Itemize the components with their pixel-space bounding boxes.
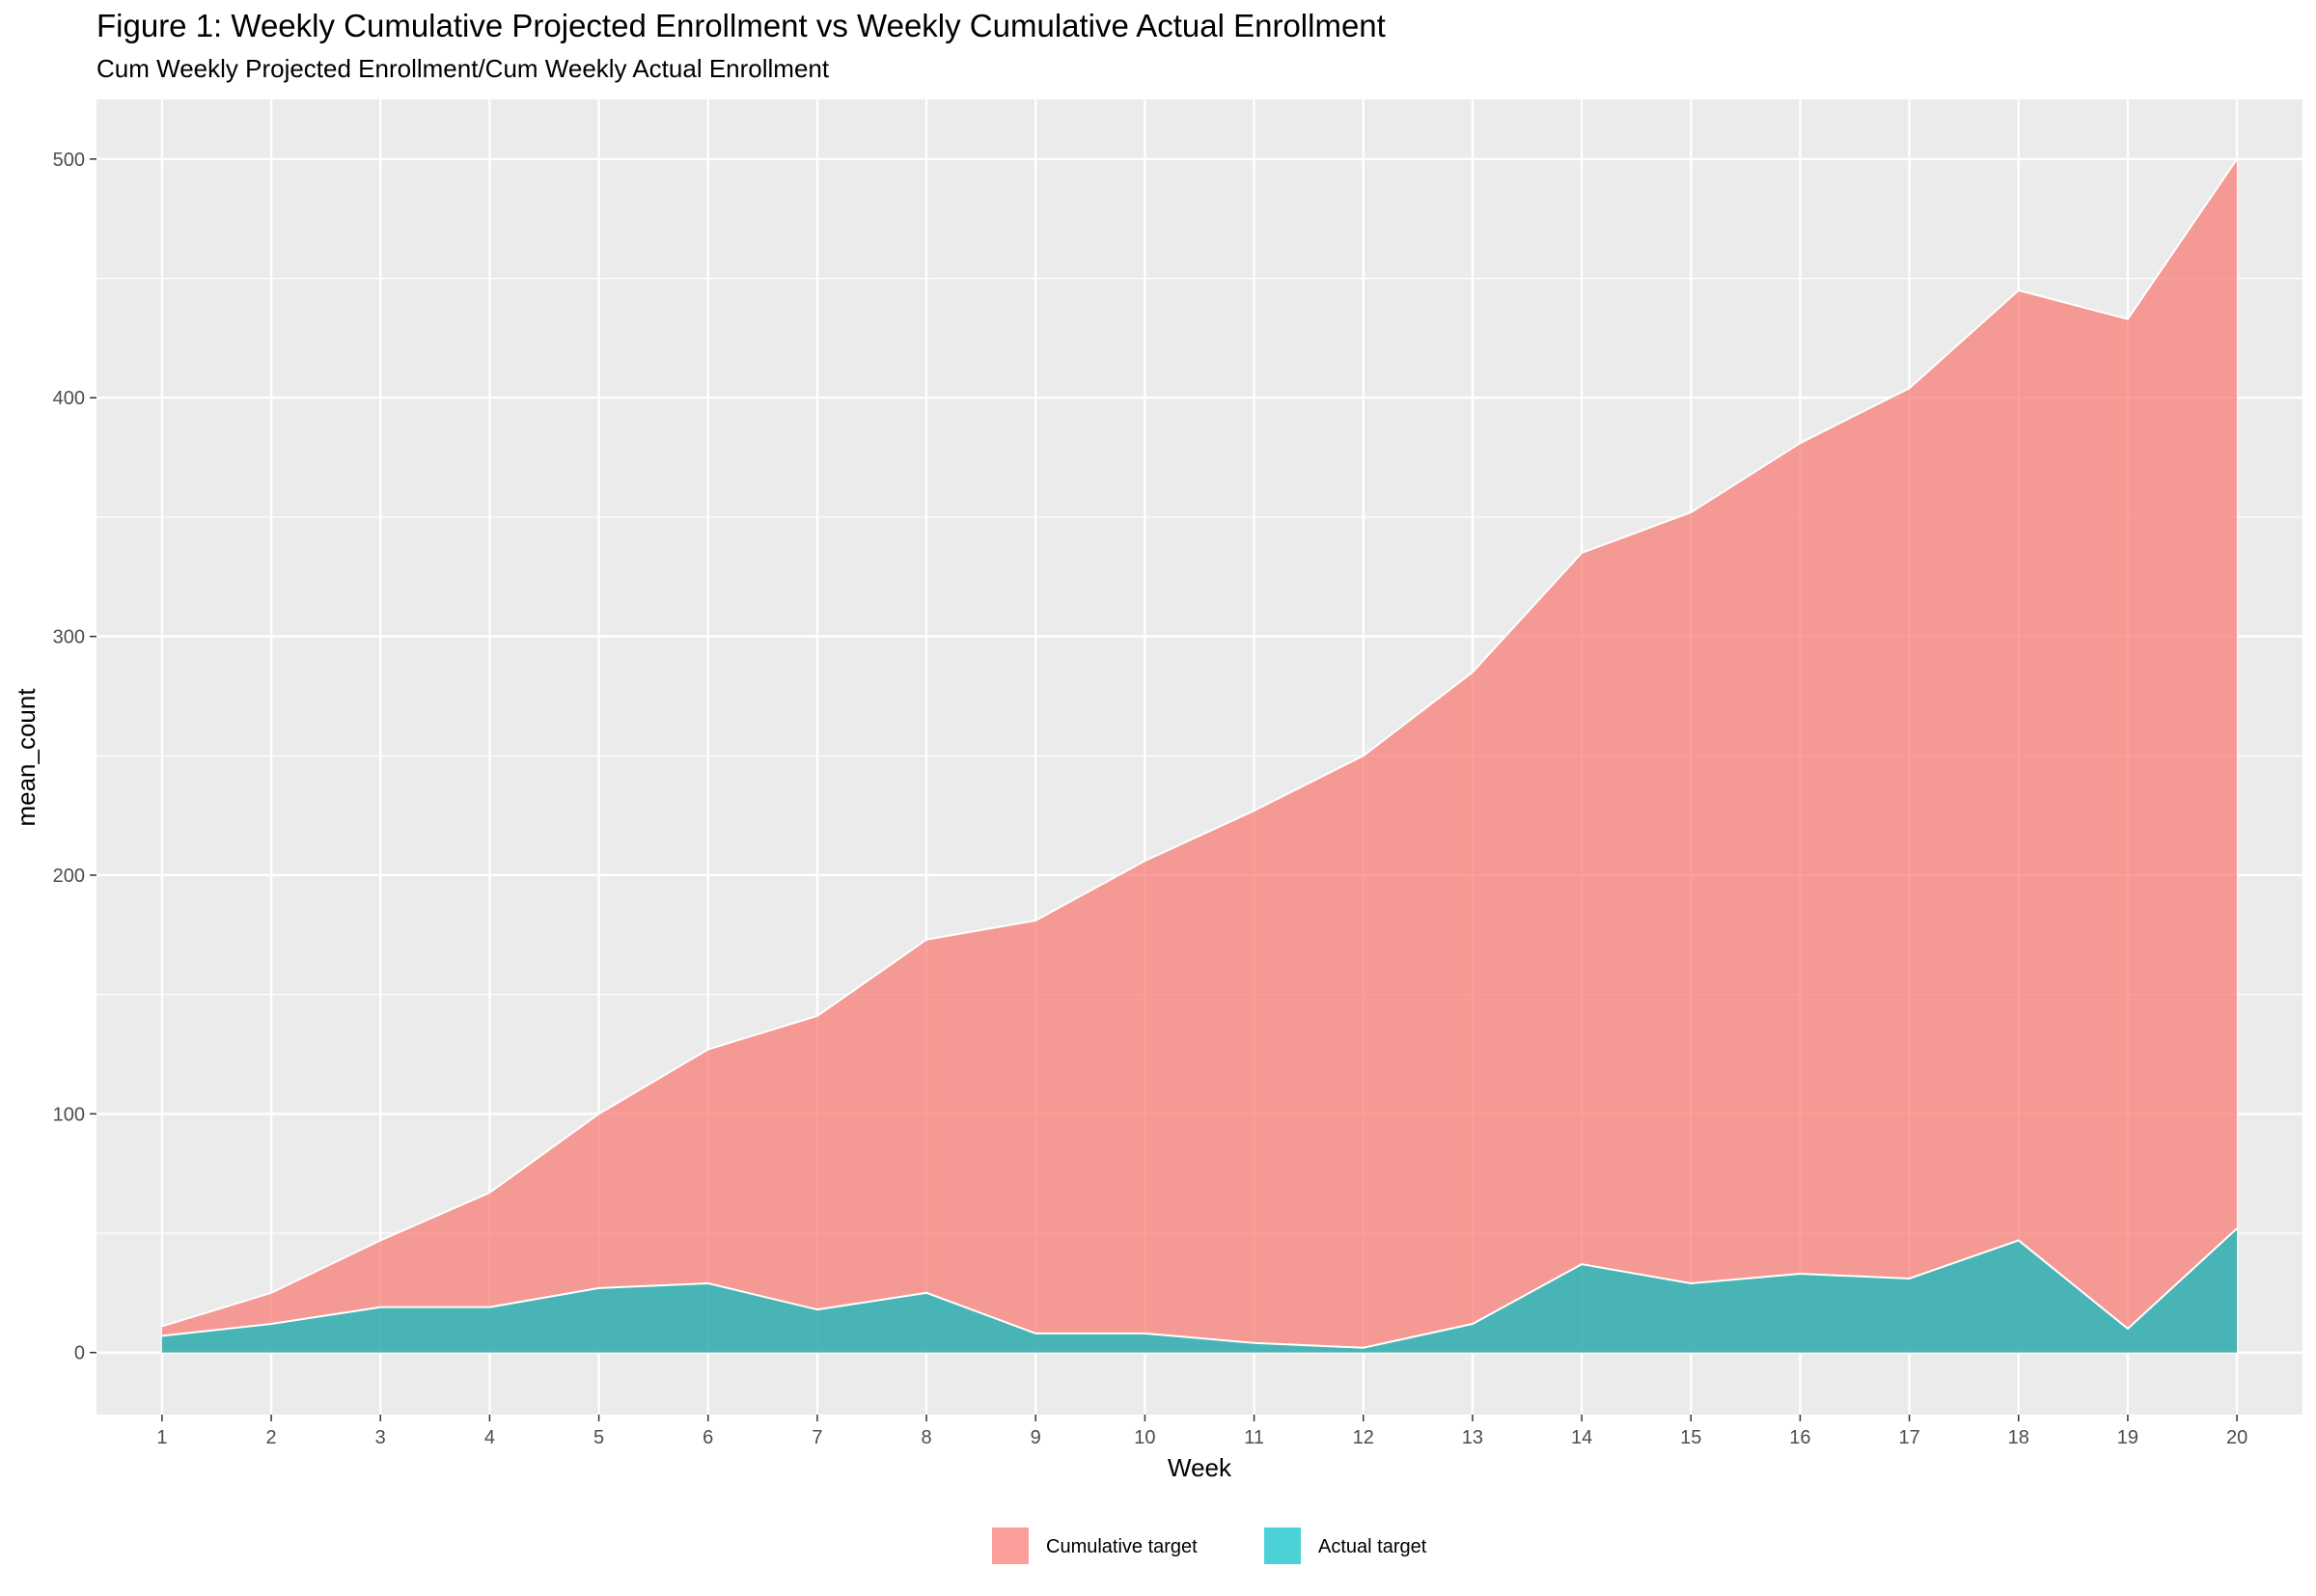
- x-tick-label: 18: [2008, 1427, 2029, 1448]
- y-tick-label: 200: [53, 866, 85, 887]
- x-tick-label: 7: [812, 1427, 822, 1448]
- y-tick-label: 100: [53, 1104, 85, 1125]
- x-tick-label: 3: [375, 1427, 386, 1448]
- y-axis-title: mean_count: [12, 688, 41, 827]
- legend-label: Actual target: [1318, 1536, 1427, 1557]
- area-cumulative-target: [161, 158, 2238, 1353]
- x-tick-label: 20: [2226, 1427, 2247, 1448]
- y-axis: 0 100 200 300 400 500: [53, 150, 96, 1364]
- legend-key: [992, 1527, 1029, 1564]
- y-tick-label: 300: [53, 627, 85, 648]
- x-tick-label: 4: [484, 1427, 495, 1448]
- x-tick-label: 9: [1031, 1427, 1041, 1448]
- x-tick-label: 5: [593, 1427, 604, 1448]
- x-tick-label: 12: [1353, 1427, 1374, 1448]
- x-tick-label: 19: [2117, 1427, 2138, 1448]
- legend-key: [1264, 1527, 1301, 1564]
- x-tick-label: 11: [1244, 1427, 1264, 1448]
- x-tick-label: 16: [1789, 1427, 1810, 1448]
- x-tick-label: 10: [1134, 1427, 1155, 1448]
- area-actual-target: [161, 1228, 2238, 1353]
- x-axis-title: Week: [1168, 1453, 1232, 1482]
- chart-subtitle: Cum Weekly Projected Enrollment/Cum Week…: [96, 54, 830, 83]
- x-tick-label: 17: [1898, 1427, 1919, 1448]
- legend: Cumulative target Actual target: [992, 1527, 1427, 1564]
- y-tick-label: 400: [53, 388, 85, 409]
- x-tick-label: 6: [703, 1427, 713, 1448]
- chart-title: Figure 1: Weekly Cumulative Projected En…: [96, 8, 1386, 43]
- x-tick-label: 13: [1462, 1427, 1483, 1448]
- x-axis: 1 2 3 4 5 6 7 8 9 10 11 12 13 14 15 16 17 18 19 20: [156, 1415, 2247, 1448]
- area-outline-actual-target: [161, 1227, 2238, 1349]
- area-outline-cumulative-target: [161, 158, 2238, 1328]
- x-tick-label: 14: [1571, 1427, 1592, 1448]
- y-tick-label: 0: [74, 1343, 85, 1364]
- legend-label: Cumulative target: [1046, 1536, 1198, 1557]
- x-tick-label: 1: [156, 1427, 167, 1448]
- x-tick-label: 8: [922, 1427, 932, 1448]
- x-tick-label: 15: [1680, 1427, 1701, 1448]
- x-tick-label: 2: [266, 1427, 277, 1448]
- y-tick-label: 500: [53, 150, 85, 171]
- area-series: [161, 158, 2238, 1353]
